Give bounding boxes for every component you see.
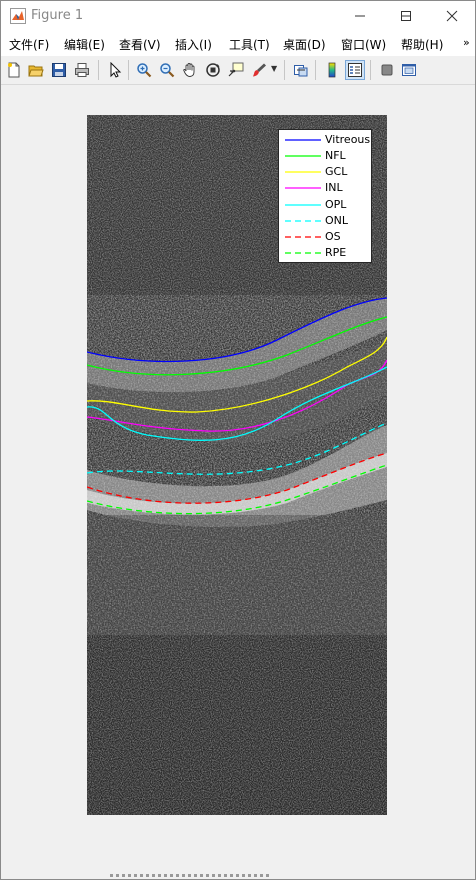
edit-plot-button[interactable] (105, 60, 125, 80)
vitreous-boundary (87, 297, 387, 363)
legend-entry: RPE (283, 245, 371, 261)
maximize-button[interactable] (383, 1, 429, 31)
zoom-in-button[interactable] (134, 60, 154, 80)
legend-entry: NFL (283, 148, 371, 164)
legend-line-swatch (285, 155, 321, 157)
data-cursor-button[interactable] (226, 60, 246, 80)
link-plot-button[interactable] (291, 60, 311, 80)
menu-tools[interactable]: 工具(T) (229, 38, 270, 52)
pan-button[interactable] (180, 60, 200, 80)
menu-window[interactable]: 窗口(W) (341, 38, 387, 52)
rotate-icon (206, 63, 220, 77)
legend-label: ONL (325, 214, 349, 227)
zoom-in-icon (137, 63, 152, 78)
close-icon (446, 10, 458, 22)
data-tip-icon (228, 62, 244, 77)
legend-line-swatch (285, 171, 321, 173)
legend-label: OS (325, 230, 341, 243)
os-boundary (87, 452, 387, 504)
menu-edit[interactable]: 编辑(E) (64, 38, 105, 52)
toolbar-separator (370, 60, 371, 80)
zoom-out-icon (160, 63, 175, 78)
matlab-icon (10, 8, 26, 24)
legend-label: RPE (325, 246, 347, 259)
toolbar-separator (128, 60, 129, 80)
rpe-boundary (87, 464, 387, 515)
brush-icon (253, 63, 266, 77)
close-button[interactable] (429, 1, 475, 31)
print-button[interactable] (72, 60, 92, 80)
cursor-arrow-icon (110, 62, 122, 78)
rotate-3d-button[interactable] (203, 60, 223, 80)
bottom-edge-artifact (110, 874, 270, 877)
legend-label: INL (325, 181, 343, 194)
show-plot-tools-button[interactable] (399, 60, 419, 80)
title-bar[interactable]: Figure 1 (1, 1, 475, 31)
new-file-icon (8, 62, 20, 78)
legend-entry: ONL (283, 213, 371, 229)
legend-label: Vitreous (325, 133, 371, 146)
opl-boundary (87, 366, 387, 441)
printer-icon (75, 63, 89, 77)
gcl-boundary (87, 336, 387, 413)
menu-desktop[interactable]: 桌面(D) (283, 38, 326, 52)
oct-image-axes[interactable] (87, 115, 387, 815)
legend-line-swatch (285, 236, 321, 238)
minimize-button[interactable] (337, 1, 383, 31)
legend-entry: OPL (283, 197, 371, 213)
legend-box[interactable]: Vitreous NFL GCL INL OPL ONL OS RPE (278, 129, 372, 263)
save-icon (52, 63, 66, 77)
legend-line-swatch (285, 139, 321, 141)
maximize-icon (401, 11, 411, 21)
window-panes-icon (402, 64, 416, 76)
legend-label: GCL (325, 165, 348, 178)
nfl-boundary (87, 316, 387, 376)
colorbar-icon (328, 62, 336, 78)
legend-icon (348, 63, 362, 77)
minimize-button[interactable] (383, 1, 429, 31)
hide-plot-tools-button[interactable] (377, 60, 397, 80)
minimize-icon (401, 15, 411, 17)
toolbar-separator (315, 60, 316, 80)
menu-insert[interactable]: 插入(I) (175, 38, 212, 52)
toolbar-separator (284, 60, 285, 80)
hand-icon (183, 63, 195, 77)
legend-line-swatch (285, 204, 321, 206)
open-file-button[interactable] (26, 60, 46, 80)
legend-button[interactable] (345, 60, 365, 80)
new-figure-button[interactable] (4, 60, 24, 80)
legend-entry: Vitreous (283, 132, 371, 148)
colorbar-button[interactable] (322, 60, 342, 80)
save-button[interactable] (49, 60, 69, 80)
folder-open-icon (28, 65, 44, 77)
menu-help[interactable]: 帮助(H) (401, 38, 444, 52)
brush-button[interactable] (249, 60, 269, 80)
menu-view[interactable]: 查看(V) (119, 38, 161, 52)
window-title: Figure 1 (31, 8, 84, 23)
legend-entry: INL (283, 180, 371, 196)
toolbar-separator (98, 60, 99, 80)
menu-file[interactable]: 文件(F) (9, 38, 50, 52)
brush-dropdown-arrow[interactable]: ▼ (271, 64, 278, 73)
legend-label: NFL (325, 149, 346, 162)
toolbar: ▼ (1, 56, 475, 85)
legend-entry: OS (283, 229, 371, 245)
legend-line-swatch (285, 220, 321, 222)
link-icon (294, 65, 308, 77)
menu-bar: 文件(F) 编辑(E) 查看(V) 插入(I) 工具(T) 桌面(D) 窗口(W… (1, 31, 475, 56)
menu-overflow[interactable]: » (463, 36, 470, 49)
zoom-out-button[interactable] (157, 60, 177, 80)
legend-entry: GCL (283, 164, 371, 180)
minimize-icon (355, 15, 365, 17)
onl-boundary (87, 422, 387, 475)
square-icon (381, 64, 393, 76)
legend-label: OPL (325, 198, 347, 211)
legend-line-swatch (285, 252, 321, 254)
legend-line-swatch (285, 187, 321, 189)
